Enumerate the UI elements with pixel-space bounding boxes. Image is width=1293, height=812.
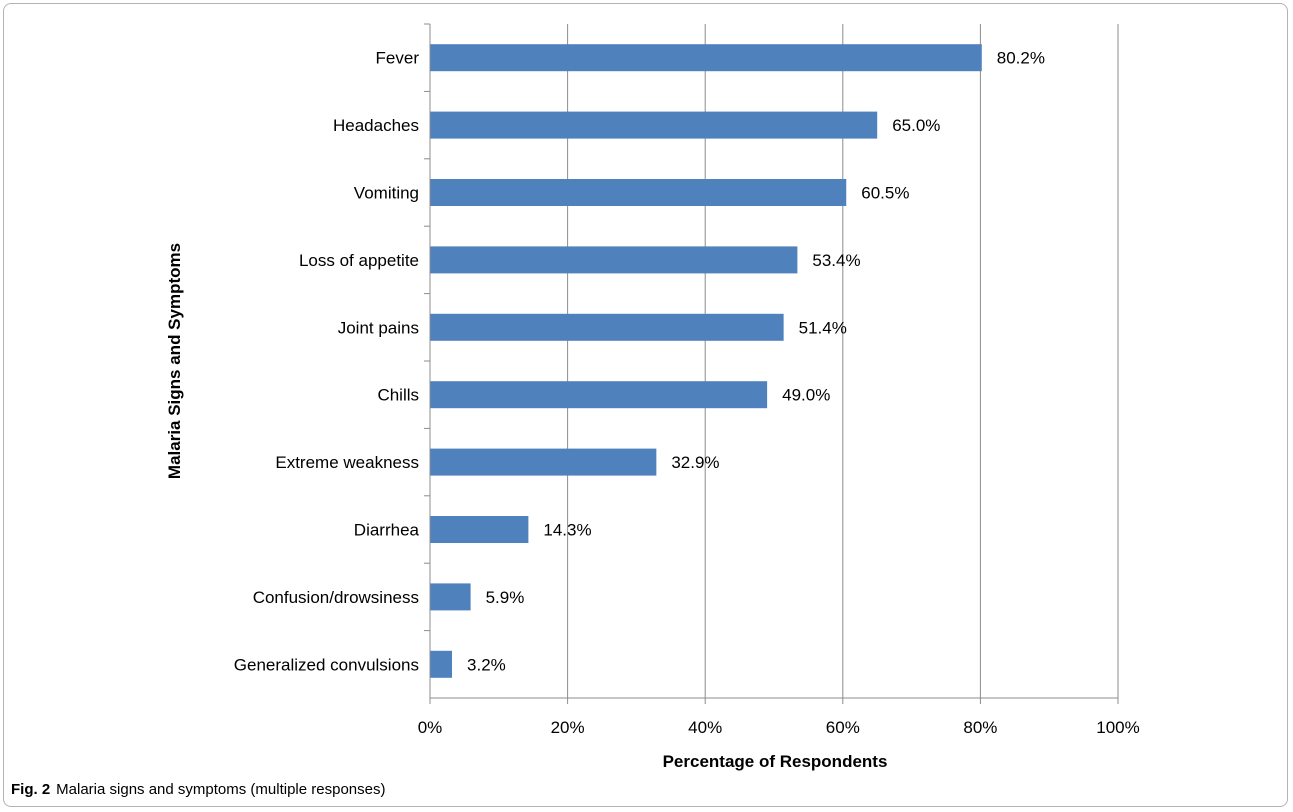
- category-label: Chills: [377, 386, 419, 405]
- x-tick-label: 80%: [963, 718, 997, 737]
- bar: [430, 448, 657, 476]
- labels: 0% 20% 40% 60% 80% 100% Fever 80.2% Headaches 65.…: [234, 49, 1140, 737]
- bars: [430, 44, 982, 678]
- bar-chart: 0% 20% 40% 60% 80% 100% Fever 80.2% Headaches 65.…: [165, 23, 1140, 771]
- bar: [430, 246, 798, 274]
- figure-caption: Fig. 2 Malaria signs and symptoms (multip…: [11, 781, 385, 798]
- axes: [424, 23, 1119, 704]
- bar: [430, 650, 453, 678]
- x-tick-label: 40%: [688, 718, 722, 737]
- bar: [430, 516, 529, 543]
- figure-frame: [3, 3, 1288, 807]
- category-label: Generalized convulsions: [234, 655, 419, 674]
- data-label: 51.4%: [799, 318, 847, 337]
- data-label: 60.5%: [861, 184, 909, 203]
- category-label: Joint pains: [338, 318, 419, 337]
- x-tick-label: 0%: [418, 718, 443, 737]
- y-axis-title: Malaria Signs and Symptoms: [165, 243, 184, 479]
- x-tick-label: 100%: [1096, 718, 1139, 737]
- x-axis-title: Percentage of Respondents: [663, 752, 888, 771]
- x-tick-label: 60%: [826, 718, 860, 737]
- data-label: 3.2%: [467, 655, 506, 674]
- bar: [430, 111, 878, 139]
- data-label: 80.2%: [997, 49, 1045, 68]
- category-label: Diarrhea: [354, 521, 420, 540]
- category-label: Headaches: [333, 116, 419, 135]
- category-label: Vomiting: [354, 184, 419, 203]
- bar: [430, 583, 471, 611]
- data-label: 32.9%: [671, 453, 719, 472]
- data-label: 14.3%: [543, 521, 591, 540]
- bar: [430, 179, 847, 206]
- x-tick-label: 20%: [551, 718, 585, 737]
- caption-text: Malaria signs and symptoms (multiple res…: [56, 781, 386, 798]
- bar: [430, 381, 768, 409]
- category-label: Fever: [376, 49, 420, 68]
- category-label: Loss of appetite: [299, 251, 419, 270]
- bar: [430, 313, 784, 341]
- data-label: 65.0%: [892, 116, 940, 135]
- category-label: Extreme weakness: [275, 453, 419, 472]
- category-label: Confusion/drowsiness: [253, 588, 419, 607]
- data-label: 5.9%: [486, 588, 525, 607]
- caption-label: Fig. 2: [11, 781, 51, 798]
- bar: [430, 44, 982, 72]
- data-label: 49.0%: [782, 386, 830, 405]
- data-label: 53.4%: [812, 251, 860, 270]
